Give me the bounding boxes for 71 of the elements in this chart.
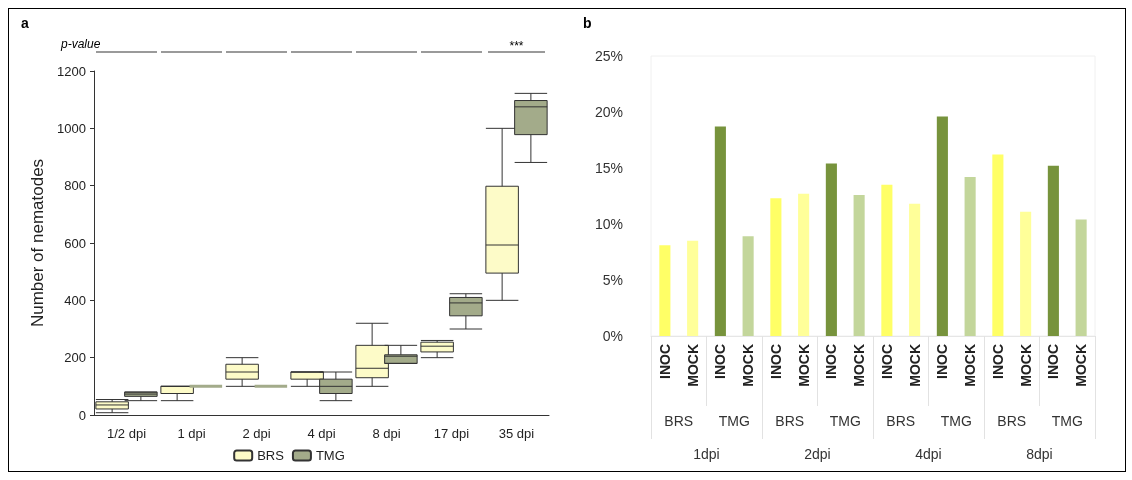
y-tick-label: 0% — [602, 328, 623, 344]
y-tick-label: 600 — [64, 235, 86, 251]
text: 1dpi — [693, 446, 720, 462]
x-tick-label: 35 dpi — [498, 426, 535, 441]
bar — [853, 194, 865, 336]
legend-label: TMG — [315, 448, 345, 463]
x-tick-label: MOCK — [795, 344, 812, 387]
text: p-value — [61, 37, 101, 51]
x-tick-label: INOC — [989, 344, 1006, 379]
text: BRS — [997, 413, 1027, 429]
x-tick-label: 1/2 dpi — [106, 426, 147, 441]
text: *** — [509, 39, 524, 53]
x-tick-label: MOCK — [962, 344, 979, 387]
bar — [714, 126, 726, 336]
y-tick-label: 10% — [594, 216, 623, 232]
bar — [659, 245, 671, 336]
y-tick-label: 20% — [594, 104, 623, 120]
bar — [687, 240, 699, 336]
bar — [798, 193, 810, 336]
y-tick-label: 800 — [64, 178, 86, 194]
x-tick-label: INOC — [712, 344, 729, 379]
bar — [825, 163, 837, 336]
y-tick-label: 0 — [78, 407, 86, 423]
text: BRS — [775, 413, 805, 429]
bar — [909, 203, 921, 336]
text: TMG — [829, 413, 861, 429]
x-tick-label: INOC — [1045, 344, 1062, 379]
y-tick-label: 1200 — [57, 63, 86, 79]
y-axis-title: Number of nematodes — [28, 158, 47, 328]
x-tick-label: MOCK — [1017, 344, 1034, 387]
text: TMG — [718, 413, 750, 429]
bar — [992, 154, 1004, 336]
bar — [1075, 219, 1087, 336]
text: TMG — [1051, 413, 1083, 429]
legend-label: BRS — [257, 448, 285, 463]
bar — [770, 198, 782, 336]
chart-title: a — [21, 15, 29, 31]
bar — [742, 236, 754, 336]
bar — [881, 184, 893, 336]
x-tick-label: MOCK — [906, 344, 923, 387]
x-tick-label: 2 dpi — [242, 426, 271, 441]
chart-title: b — [583, 15, 592, 31]
x-tick-label: MOCK — [684, 344, 701, 387]
x-tick-label: MOCK — [851, 344, 868, 387]
x-tick-label: INOC — [878, 344, 895, 379]
bar — [1020, 211, 1032, 336]
text: BRS — [886, 413, 916, 429]
y-tick-label: 1000 — [57, 120, 86, 136]
bar — [1047, 165, 1059, 336]
text: 4dpi — [915, 446, 942, 462]
bar — [936, 116, 948, 336]
x-tick-label: INOC — [934, 344, 951, 379]
y-tick-label: 200 — [64, 350, 86, 366]
x-tick-label: INOC — [823, 344, 840, 379]
y-tick-label: 25% — [594, 48, 623, 64]
y-tick-label: 15% — [594, 160, 623, 176]
x-tick-label: INOC — [767, 344, 784, 379]
x-tick-label: INOC — [656, 344, 673, 379]
text: 2dpi — [804, 446, 831, 462]
x-tick-label: 1 dpi — [177, 426, 206, 441]
x-tick-label: 8 dpi — [372, 426, 401, 441]
y-tick-label: 400 — [64, 292, 86, 308]
text: BRS — [664, 413, 694, 429]
x-tick-label: MOCK — [740, 344, 757, 387]
text: TMG — [940, 413, 972, 429]
y-tick-label: 5% — [602, 272, 623, 288]
bar — [964, 176, 976, 336]
text: 8dpi — [1026, 446, 1053, 462]
x-tick-label: 4 dpi — [307, 426, 336, 441]
x-tick-label: 17 dpi — [433, 426, 470, 441]
x-tick-label: MOCK — [1073, 344, 1090, 387]
